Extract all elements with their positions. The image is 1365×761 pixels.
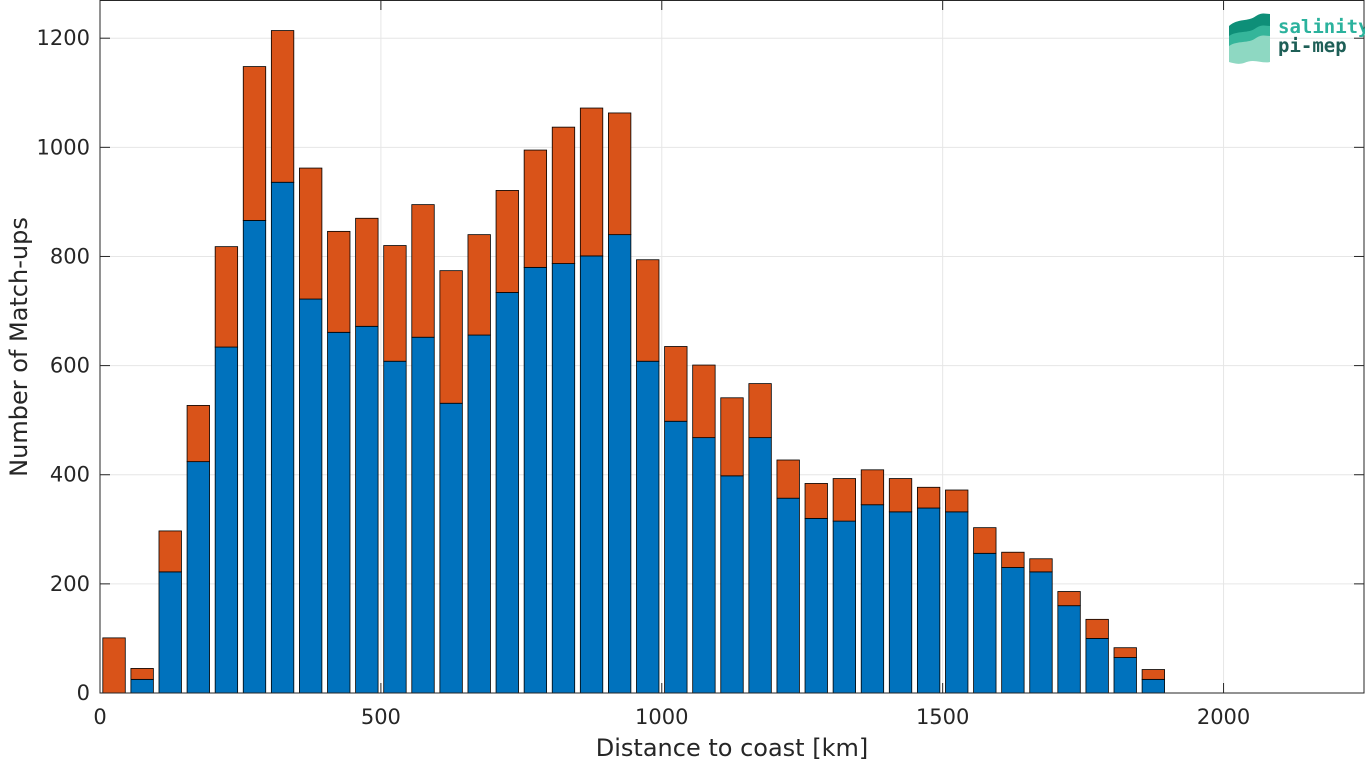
bar-segment-series-1 bbox=[579, 255, 604, 694]
bar-segment-series-2 bbox=[579, 107, 604, 257]
bar-segment-series-1 bbox=[1057, 605, 1081, 694]
bar-segment-series-2 bbox=[270, 30, 295, 183]
salinity-pi-mep-logo: salinity pi-mep bbox=[1229, 13, 1365, 64]
wave-layers-icon bbox=[1229, 13, 1270, 64]
bar-segment-series-2 bbox=[888, 478, 913, 513]
y-tick-label: 800 bbox=[50, 244, 90, 268]
bar-segment-series-1 bbox=[776, 497, 800, 694]
bar-segment-series-2 bbox=[832, 478, 856, 522]
bar-segment-series-1 bbox=[1141, 678, 1165, 694]
bar-segment-series-1 bbox=[804, 517, 828, 694]
bar-segment-series-2 bbox=[214, 246, 239, 348]
y-tick-label: 1000 bbox=[37, 135, 90, 159]
bar-segment-series-1 bbox=[636, 360, 660, 694]
bar-segment-series-2 bbox=[692, 364, 716, 439]
bar-segment-series-2 bbox=[945, 489, 969, 513]
bar-segment-series-2 bbox=[411, 204, 435, 338]
bar-segment-series-2 bbox=[383, 245, 407, 362]
bar-segment-series-2 bbox=[973, 527, 997, 554]
bar-segment-series-2 bbox=[1057, 591, 1081, 607]
bar-segment-series-2 bbox=[467, 234, 491, 336]
bar-segment-series-1 bbox=[1001, 567, 1025, 694]
bar-segment-series-2 bbox=[242, 66, 267, 221]
bar-segment-series-2 bbox=[860, 469, 885, 506]
bar-segment-series-2 bbox=[327, 230, 351, 333]
bar-segment-series-2 bbox=[186, 405, 210, 463]
y-axis-title: Number of Match-ups bbox=[5, 217, 33, 477]
bar-segment-series-1 bbox=[495, 292, 519, 694]
bar-segment-series-2 bbox=[1001, 551, 1025, 568]
bar-segment-series-1 bbox=[411, 336, 435, 694]
axis-ticks: 0 500 1000 1500 2000 0 200 400 600 800 1000 1200 bbox=[37, 0, 1364, 729]
y-tick-label: 0 bbox=[77, 681, 90, 705]
bar-segment-series-1 bbox=[551, 263, 576, 694]
bar-segment-series-1 bbox=[523, 266, 548, 694]
bar-segment-series-1 bbox=[1113, 657, 1137, 694]
bar-segment-series-1 bbox=[888, 511, 913, 694]
x-axis-title: Distance to coast [km] bbox=[596, 734, 868, 761]
bar-segment-series-2 bbox=[720, 397, 744, 477]
bar-segment-series-1 bbox=[973, 552, 997, 694]
bar-segment-series-2 bbox=[748, 383, 772, 439]
bar-segment-series-2 bbox=[804, 483, 828, 519]
x-tick-label: 2000 bbox=[1197, 705, 1250, 729]
bar-segment-series-2 bbox=[102, 637, 126, 694]
bar-segment-series-1 bbox=[130, 678, 154, 694]
logo-text-pi-mep: pi-mep bbox=[1278, 35, 1347, 57]
bar-segment-series-2 bbox=[523, 149, 548, 268]
bar-segment-series-2 bbox=[439, 270, 463, 404]
bar-segment-series-2 bbox=[916, 486, 941, 509]
bar-segment-series-2 bbox=[130, 668, 154, 680]
bar-segment-series-2 bbox=[664, 346, 688, 422]
bar-segment-series-1 bbox=[608, 234, 632, 694]
logo-text-salinity: salinity bbox=[1278, 16, 1365, 38]
bar-segment-series-2 bbox=[1141, 669, 1165, 680]
y-tick-label: 600 bbox=[50, 354, 90, 378]
bar-segment-series-1 bbox=[270, 181, 295, 694]
bar-segment-series-1 bbox=[158, 571, 182, 694]
bar-segment-series-2 bbox=[355, 217, 379, 327]
bar-segment-series-1 bbox=[945, 511, 969, 694]
bar-segment-series-2 bbox=[1029, 558, 1053, 573]
y-tick-label: 200 bbox=[50, 572, 90, 596]
bar-segment-series-1 bbox=[439, 402, 463, 694]
bar-segment-series-2 bbox=[636, 259, 660, 362]
bar-segment-series-2 bbox=[776, 459, 800, 499]
bar-segment-series-1 bbox=[299, 298, 323, 694]
bar-segment-series-1 bbox=[720, 475, 744, 694]
bar-segment-series-1 bbox=[186, 461, 210, 694]
bar-segment-series-2 bbox=[299, 167, 323, 300]
x-tick-label: 0 bbox=[93, 705, 106, 729]
bar-segment-series-2 bbox=[608, 112, 632, 236]
bar-segment-series-1 bbox=[916, 507, 941, 694]
x-tick-label: 500 bbox=[361, 705, 401, 729]
plot-box bbox=[99, 0, 1365, 694]
bar-segment-series-2 bbox=[1085, 618, 1109, 639]
bars bbox=[102, 30, 1165, 694]
bar-segment-series-1 bbox=[383, 360, 407, 694]
bar-segment-series-1 bbox=[1029, 571, 1053, 694]
x-tick-label: 1500 bbox=[916, 705, 969, 729]
bar-segment-series-1 bbox=[242, 220, 267, 694]
bar-segment-series-1 bbox=[664, 420, 688, 694]
bar-segment-series-1 bbox=[1085, 638, 1109, 694]
bar-segment-series-1 bbox=[467, 334, 491, 694]
bar-segment-series-2 bbox=[1113, 647, 1137, 658]
bar-segment-series-1 bbox=[327, 331, 351, 694]
bar-segment-series-2 bbox=[158, 530, 182, 573]
bar-segment-series-2 bbox=[551, 126, 576, 264]
bar-segment-series-1 bbox=[355, 325, 379, 694]
bar-segment-series-1 bbox=[832, 520, 856, 694]
bar-segment-series-1 bbox=[860, 504, 885, 694]
bar-segment-series-1 bbox=[748, 437, 772, 694]
bar-segment-series-1 bbox=[214, 346, 239, 694]
y-tick-label: 400 bbox=[50, 463, 90, 487]
bar-segment-series-1 bbox=[692, 437, 716, 694]
x-tick-label: 1000 bbox=[635, 705, 688, 729]
y-tick-label: 1200 bbox=[37, 26, 90, 50]
bar-segment-series-2 bbox=[495, 190, 519, 293]
